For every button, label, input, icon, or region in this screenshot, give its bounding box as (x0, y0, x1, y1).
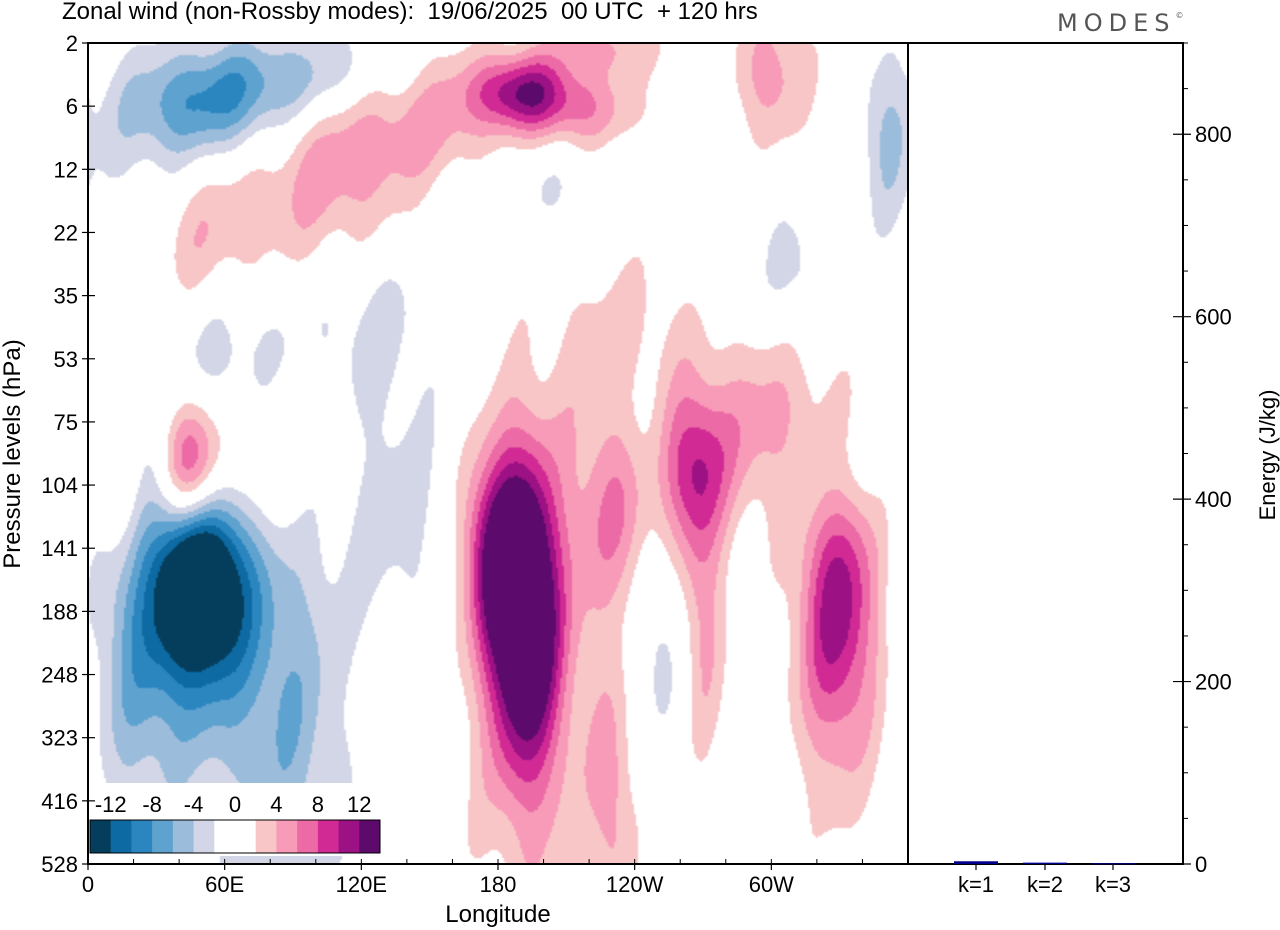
energy-bar (1023, 862, 1067, 864)
energy-panel-frame (907, 42, 1184, 865)
y-tick-label: 53 (54, 347, 78, 372)
heatmap-plot (88, 43, 908, 864)
energy-y-tick-label: 400 (1195, 487, 1232, 512)
energy-x-tick-label: k=1 (958, 872, 994, 897)
x-tick-label: 60W (749, 872, 794, 897)
colorbar: -12 -8 -4 0 4 8 12 (87, 783, 383, 856)
colorbar-frame (89, 819, 381, 854)
x-tick-label: 120W (606, 872, 664, 897)
y-tick-label: 2 (66, 31, 78, 56)
y-tick-label: 104 (41, 473, 78, 498)
y-tick-label: 6 (66, 94, 78, 119)
y-tick-label: 188 (41, 599, 78, 624)
colorbar-swatch (90, 820, 112, 853)
colorbar-swatch (172, 820, 195, 853)
chart-title: Zonal wind (non-Rossby modes): 19/06/202… (62, 0, 758, 25)
y-tick-label: 248 (41, 663, 78, 688)
energy-x-tick-label: k=3 (1095, 872, 1131, 897)
x-tick-label: 180 (480, 872, 517, 897)
colorbar-swatch (338, 820, 360, 853)
y-tick-label: 75 (54, 410, 78, 435)
y-tick-label: 323 (41, 726, 78, 751)
y-tick-label: 416 (41, 789, 78, 814)
y-tick-label: 12 (54, 157, 78, 182)
colorbar-tick-label: 12 (347, 792, 371, 817)
colorbar-swatch (276, 820, 298, 853)
x-tick-label: 120E (336, 872, 387, 897)
colorbar-tick-label: -4 (184, 792, 204, 817)
colorbar-tick-label: 8 (312, 792, 324, 817)
colorbar-swatch (193, 820, 215, 853)
energy-bar (954, 861, 998, 864)
heatmap-image (88, 43, 908, 864)
colorbar-tick-label: 0 (229, 792, 241, 817)
y-tick-label: 35 (54, 284, 78, 309)
y-tick-label: 141 (41, 536, 78, 561)
colorbar-swatch (110, 820, 132, 853)
logo-text: MODES (1057, 9, 1176, 37)
x-tick-label: 60E (205, 872, 244, 897)
x-axis-label: Longitude (445, 901, 550, 928)
energy-x-tick-label: k=2 (1027, 872, 1063, 897)
colorbar-swatch (297, 820, 319, 853)
energy-y-tick-label: 600 (1195, 305, 1232, 330)
modes-logo: MODES© (1057, 9, 1183, 37)
energy-y-tick-label: 200 (1195, 670, 1232, 695)
colorbar-swatch (152, 820, 174, 853)
energy-y-tick-label: 0 (1195, 852, 1207, 877)
colorbar-swatch (317, 820, 340, 853)
colorbar-swatch (214, 820, 236, 853)
energy-axis-label: Energy (J/kg) (1255, 390, 1280, 521)
energy-bar (1091, 863, 1135, 865)
colorbar-swatch (235, 820, 257, 853)
colorbar-tick-label: -8 (142, 792, 162, 817)
energy-y-tick-label: 800 (1195, 122, 1232, 147)
colorbar-tick-label: 4 (270, 792, 282, 817)
colorbar-swatch (131, 820, 153, 853)
x-tick-label: 0 (82, 872, 94, 897)
logo-mark: © (1175, 11, 1184, 20)
colorbar-swatch (255, 820, 277, 853)
colorbar-swatch (359, 820, 381, 853)
y-tick-label: 528 (41, 852, 78, 877)
y-tick-label: 22 (54, 220, 78, 245)
y-axis-label: Pressure levels (hPa) (0, 339, 26, 568)
colorbar-tick-label: -12 (95, 792, 127, 817)
energy-bar-chart: 0 200 400 600 800 k=1 k=2 k=3 (907, 42, 1232, 897)
